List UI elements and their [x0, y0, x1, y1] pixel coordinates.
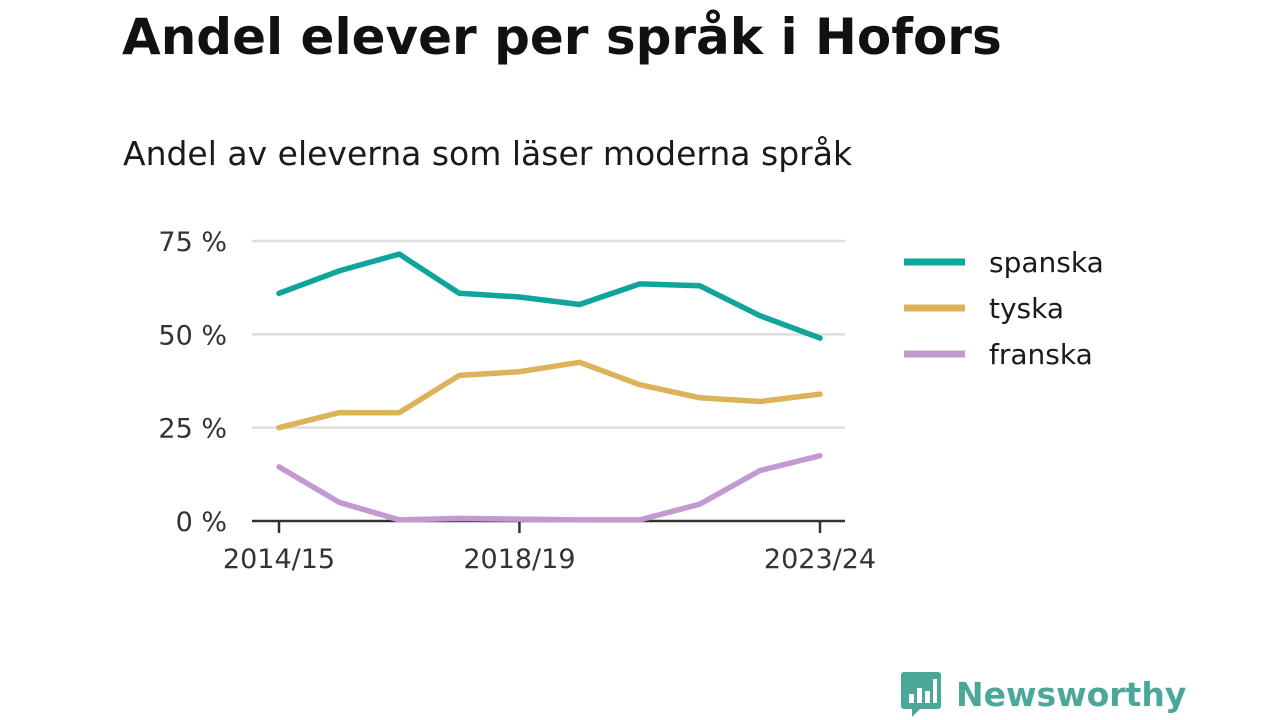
x-tick-label-2023-24: 2023/24: [764, 544, 876, 575]
y-tick-label-25: 25 %: [158, 414, 227, 445]
brand-name: Newsworthy: [956, 674, 1187, 714]
series-lines: [276, 251, 823, 523]
grid-lines: [252, 239, 845, 429]
bar-chart-speech-bubble-icon: [901, 672, 941, 717]
x-axis-labels: 2014/15 2018/19 2023/24: [223, 544, 876, 575]
y-axis-labels: 0 % 25 % 50 % 75 %: [158, 227, 227, 538]
series-line-tyska: [276, 359, 823, 431]
chart-subtitle: Andel av eleverna som läser moderna språ…: [123, 134, 853, 173]
legend-label-spanska: spanska: [989, 246, 1104, 279]
legend-label-franska: franska: [989, 338, 1093, 371]
chart-title: Andel elever per språk i Hofors: [122, 8, 1002, 66]
series-line-spanska: [276, 251, 823, 341]
legend: spanska tyska franska: [904, 246, 1104, 371]
x-tick-label-2014-15: 2014/15: [223, 544, 335, 575]
y-tick-label-75: 75 %: [158, 227, 227, 258]
newsworthy-logo: Newsworthy: [900, 670, 1186, 718]
y-tick-label-0: 0 %: [176, 507, 227, 538]
x-tick-label-2018-19: 2018/19: [463, 544, 575, 575]
series-line-franska: [276, 452, 823, 523]
y-tick-label-50: 50 %: [158, 320, 227, 351]
legend-label-tyska: tyska: [989, 292, 1064, 325]
x-axis: [252, 519, 845, 533]
